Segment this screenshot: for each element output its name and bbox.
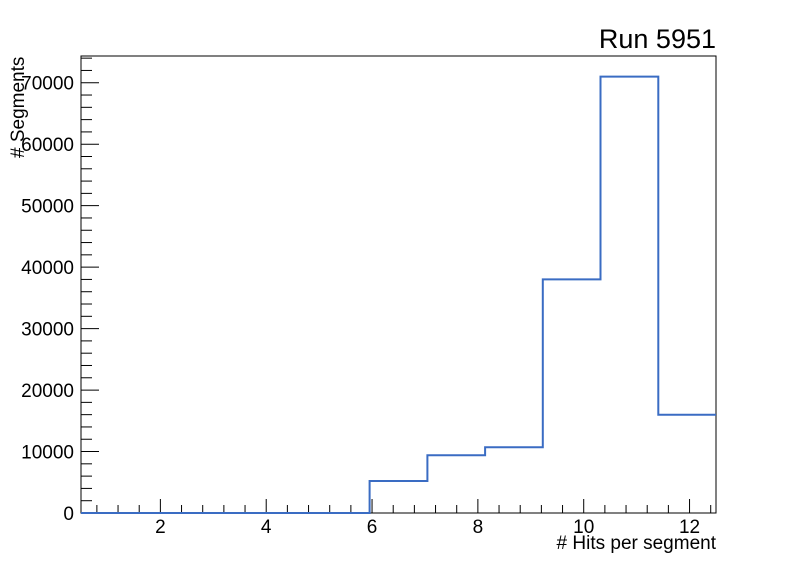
x-tick-label: 10 <box>573 517 594 538</box>
y-tick-label: 70000 <box>21 74 74 95</box>
x-tick-label: 6 <box>367 517 378 538</box>
x-tick-label: 4 <box>261 517 272 538</box>
x-tick-label: 12 <box>679 517 700 538</box>
y-axis-title: # Segments <box>8 56 29 158</box>
x-tick-label: 2 <box>155 517 166 538</box>
y-tick-label: 10000 <box>21 443 74 464</box>
y-tick-label: 0 <box>63 504 74 525</box>
x-axis-title: # Hits per segment <box>556 533 716 554</box>
chart-title: Run 5951 <box>598 24 716 54</box>
histogram-line <box>81 75 716 514</box>
plot-frame <box>80 55 717 514</box>
y-tick-label: 30000 <box>21 320 74 341</box>
y-tick-label: 40000 <box>21 258 74 279</box>
y-tick-label: 60000 <box>21 135 74 156</box>
x-tick-label: 8 <box>473 517 484 538</box>
y-tick-label: 20000 <box>21 381 74 402</box>
y-tick-label: 50000 <box>21 197 74 218</box>
